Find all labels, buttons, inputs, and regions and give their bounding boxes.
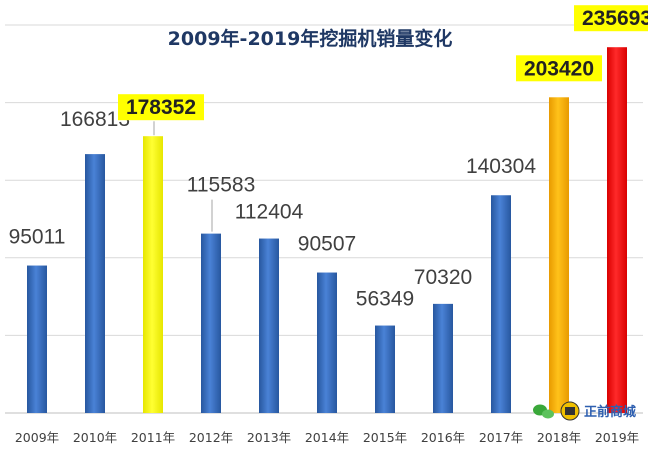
- x-tick-2015年: 2015年: [363, 430, 407, 445]
- bar-2012年: [201, 233, 221, 413]
- x-tick-2013年: 2013年: [247, 430, 291, 445]
- watermark: 正前商城: [533, 401, 636, 421]
- data-label-2014年: 90507: [298, 233, 356, 256]
- data-label-2009年: 95011: [9, 226, 66, 249]
- x-tick-2016年: 2016年: [421, 430, 465, 445]
- x-tick-2012年: 2012年: [189, 430, 233, 445]
- label-highlight-2018年: [516, 55, 602, 82]
- x-tick-2010年: 2010年: [73, 430, 117, 445]
- data-label-2012年: 115583: [187, 174, 256, 197]
- data-label-2013年: 112404: [235, 201, 304, 224]
- watermark-text: 正前商城: [584, 404, 636, 420]
- bar-2014年: [317, 272, 337, 413]
- data-label-2011年: 178352: [126, 96, 196, 119]
- x-tick-2011年: 2011年: [131, 430, 175, 445]
- data-label-2015年: 56349: [356, 288, 414, 311]
- bar-2019年: [607, 47, 627, 413]
- x-tick-labels: 2009年 2010年 2011年 2012年 2013年 2014年 2015年 2016年…: [15, 430, 639, 445]
- data-label-2017年: 140304: [466, 155, 536, 178]
- x-tick-2014年: 2014年: [305, 430, 349, 445]
- data-label-2010年: 166813: [60, 108, 130, 131]
- x-tick-2017年: 2017年: [479, 430, 523, 445]
- label-highlight-2011年: [118, 94, 204, 121]
- wechat-icon: [533, 404, 554, 419]
- bar-2013年: [259, 238, 279, 413]
- bars: [27, 47, 627, 414]
- chart-title: 2009年-2019年挖掘机销量变化: [168, 27, 453, 50]
- bar-2018年: [549, 97, 569, 413]
- bar-2015年: [375, 325, 395, 413]
- bar-2017年: [491, 195, 511, 413]
- data-label-2018年: 203420: [524, 57, 594, 80]
- shop-logo-icon: [560, 401, 580, 421]
- bar-2010年: [85, 154, 105, 414]
- data-label-2019年: 235693: [582, 7, 648, 30]
- leader-lines: [153, 121, 213, 232]
- bar-2016年: [433, 303, 453, 413]
- data-label-2016年: 70320: [414, 266, 472, 289]
- bar-2009年: [27, 265, 47, 413]
- bar-2011年: [143, 136, 163, 413]
- x-tick-2009年: 2009年: [15, 430, 59, 445]
- label-highlight-2019年: [574, 5, 648, 32]
- x-tick-2018年: 2018年: [537, 430, 581, 445]
- x-tick-2019年: 2019年: [595, 430, 639, 445]
